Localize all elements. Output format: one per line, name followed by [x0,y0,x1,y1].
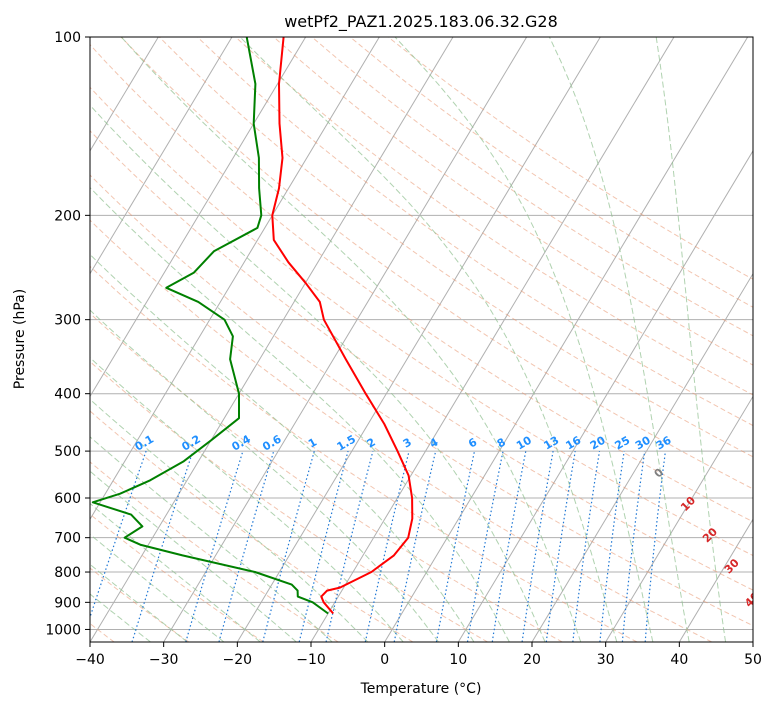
isotherm-line [90,37,307,398]
x-tick-label: 0 [380,652,389,668]
isotherm-line [163,37,528,642]
dry-adiabat-line [90,513,264,642]
dry-adiabat-line [90,86,753,557]
x-axis: −40 −30 −20 −10 0 10 20 30 40 50 [75,642,762,668]
dry-adiabat-line [90,43,753,523]
x-tick-label: −10 [296,652,326,668]
dry-adiabat-line [311,37,753,337]
mixing-ratio-line [644,451,666,642]
moist-adiabat-line [90,253,475,642]
dry-adiabat-line [158,37,753,458]
y-tick-label: 1000 [45,622,81,638]
moist-adiabat-line [90,309,439,642]
moist-adiabat-line [655,37,727,642]
x-tick-label: −20 [223,652,253,668]
x-tick-label: 20 [523,652,541,668]
dry-adiabat-line [235,37,753,396]
moist-adiabat-line [90,502,261,642]
moist-adiabat-line [90,356,404,642]
dry-adiabat-line [90,360,488,642]
plot-frame [89,36,754,643]
dry-adiabat-line [90,265,638,642]
dry-adiabat-line [90,461,339,642]
x-tick-label: 50 [744,652,762,668]
y-tick-label: 100 [54,30,81,46]
x-tick-label: 10 [449,652,467,668]
y-tick-label: 200 [54,208,81,224]
x-tick-label: −40 [75,652,105,668]
y-tick-label: 700 [54,531,81,547]
mixing-ratio-line [545,451,576,642]
plot-area: 0.10.20.40.611.52346810131620253036-100-… [89,36,762,643]
mixing-ratio-line [621,451,646,642]
y-tick-label: 800 [54,565,81,581]
isotherm-line [90,37,233,275]
moist-adiabat-line [548,37,690,642]
moist-adiabat-line [239,37,618,642]
temperature-profile-line [271,37,414,615]
x-axis-title: Temperature (°C) [360,681,482,697]
isotherm-line [605,395,753,642]
y-tick-label: 900 [54,595,81,611]
mixing-ratio-line [185,450,244,642]
dry-adiabat-line [90,219,712,642]
mixing-ratio-line [298,450,349,642]
isotherm-line [678,518,753,642]
dry-adiabat-line [120,37,753,490]
isotherm-line [384,37,749,642]
dewpoint-profile-line [91,37,329,615]
x-tick-label: 40 [670,652,688,668]
y-tick-label: 300 [54,313,81,329]
isotherm-line [90,37,380,521]
isotherm-line [90,37,454,642]
plot-clipped-group: 0.10.20.40.611.52346810131620253036-100-… [90,37,762,642]
y-axis-title: Pressure (hPa) [12,289,28,389]
x-tick-label: 30 [597,652,615,668]
moist-adiabat-line [90,398,369,642]
isotherm-line [531,272,753,642]
moist-adiabat-line [90,186,510,642]
y-tick-label: 500 [54,444,81,460]
moist-adiabat-line [90,436,333,642]
moist-adiabat-line [90,470,297,642]
isotherm-line [457,149,753,642]
mixing-ratio-line [572,451,601,642]
moist-adiabat-line [90,533,225,642]
y-tick-label: 600 [54,491,81,507]
mixing-ratio-line [218,450,275,642]
moist-adiabat-line [90,593,151,642]
x-tick-label: −30 [149,652,179,668]
moist-adiabat-line [90,563,188,642]
mixing-ratio-line [599,451,625,642]
dry-adiabat-line [90,130,753,591]
isotherm-line [90,37,159,152]
y-tick-label: 400 [54,387,81,403]
moist-adiabat-line [90,104,546,642]
dry-adiabat-line [90,312,563,642]
chart-title: wetPf2_PAZ1.2025.183.06.32.G28 [284,12,558,32]
mixing-ratio-line [325,450,374,642]
mixing-ratio-line [521,450,554,642]
mixing-ratio-line [262,450,315,642]
mixing-ratio-line [131,450,194,642]
isotherm-line [236,37,601,642]
moist-adiabat-label: 40 [742,590,762,610]
mixing-ratio-line [393,450,437,642]
moist-adiabat-line [394,37,654,642]
y-axis: 100 200 300 400 500 600 700 800 900 1000 [45,30,90,638]
dry-adiabat-line [273,37,753,366]
